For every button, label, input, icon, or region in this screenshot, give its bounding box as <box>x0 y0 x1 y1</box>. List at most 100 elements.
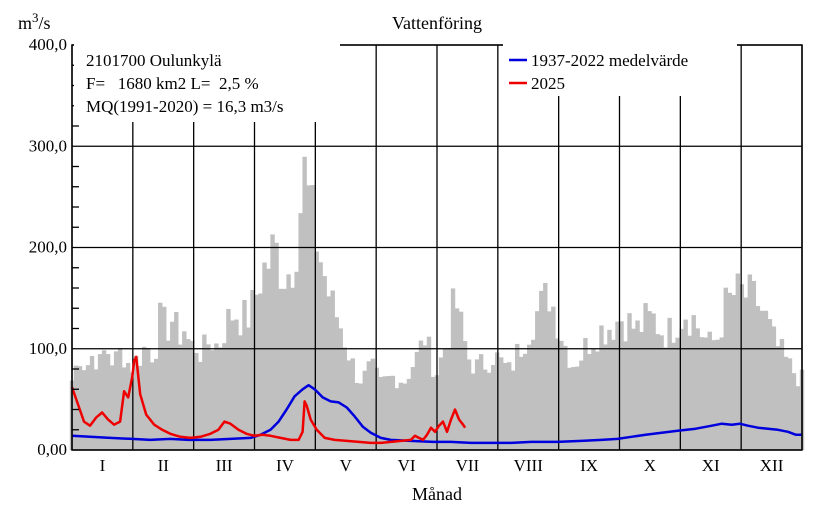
y-tick-label: 200,0 <box>29 238 67 257</box>
band-bar <box>787 358 793 450</box>
x-tick-label: VIII <box>514 456 544 475</box>
series-lines <box>70 355 802 445</box>
band-bar <box>354 382 359 450</box>
band-bar <box>474 359 480 450</box>
band-bar <box>523 353 528 450</box>
x-tick-label: III <box>216 456 233 475</box>
band-bar <box>150 362 155 450</box>
band-bar <box>667 317 672 450</box>
band-bar <box>133 355 139 450</box>
band-bar <box>113 351 119 450</box>
station-info-line-2: F= 1680 km2 L= 2,5 % <box>86 74 259 93</box>
band-bar <box>238 335 243 450</box>
band-bar <box>559 340 564 450</box>
station-info-background <box>74 44 340 122</box>
band-bar <box>270 234 275 450</box>
band-bar <box>129 372 135 450</box>
x-tick-label: IX <box>580 456 598 475</box>
band-bar <box>486 372 492 450</box>
band-bar <box>691 315 696 450</box>
band-bar <box>607 329 612 450</box>
band-bar <box>494 352 500 450</box>
band-bar <box>366 361 372 450</box>
x-tick-label: I <box>100 456 106 475</box>
band-bar <box>531 339 536 450</box>
band-bar <box>547 311 552 450</box>
band-bar <box>671 342 676 450</box>
band-bar <box>382 376 388 450</box>
band-bar <box>679 328 684 450</box>
band-bar <box>466 359 472 450</box>
band-bar <box>278 288 283 450</box>
band-bar <box>583 338 588 450</box>
band-bar <box>647 311 652 450</box>
band-bar <box>482 369 488 450</box>
band-bar <box>591 349 596 450</box>
station-info-line-3: MQ(1991-2020) = 16,3 m3/s <box>86 97 284 116</box>
plot-frame <box>71 44 803 451</box>
band-bar <box>342 347 347 450</box>
band-bar <box>615 321 620 450</box>
band-bar <box>715 339 720 450</box>
band-bar <box>158 302 163 450</box>
band-bar <box>346 360 351 450</box>
band-bar <box>162 306 167 450</box>
band-bar <box>683 319 688 450</box>
band-bar <box>362 370 368 450</box>
band-bar <box>338 328 343 450</box>
x-tick-label: VII <box>456 456 480 475</box>
band-bar <box>330 290 335 450</box>
band-bar <box>350 358 355 450</box>
band-bar <box>775 346 781 450</box>
band-bar <box>314 251 319 450</box>
band-bar <box>611 339 616 450</box>
band-bar <box>414 351 420 450</box>
band-bar <box>206 344 211 450</box>
band-bar <box>643 303 648 450</box>
band-bar <box>406 378 412 450</box>
band-bar <box>89 355 95 450</box>
band-bar <box>567 367 572 450</box>
band-bar <box>386 376 392 450</box>
band-bar <box>783 356 789 450</box>
band-bar <box>170 321 175 450</box>
band-bar <box>422 345 428 450</box>
band-bar <box>506 362 512 450</box>
band-bar <box>121 367 127 450</box>
band-bar <box>334 317 339 450</box>
band-bar <box>795 386 801 450</box>
band-bar <box>250 289 255 450</box>
band-bar <box>571 367 576 450</box>
band-bar <box>498 357 504 450</box>
band-bar <box>727 292 733 450</box>
band-bar <box>663 347 668 450</box>
band-bar <box>575 366 580 450</box>
band-bar <box>651 313 656 450</box>
band-bar <box>326 296 331 450</box>
y-tick-label: 0,00 <box>37 440 67 459</box>
y-tick-label: 300,0 <box>29 136 67 155</box>
x-tick-label: V <box>340 456 353 475</box>
band-bar <box>214 343 219 450</box>
station-info-box: 2101700 Oulunkylä F= 1680 km2 L= 2,5 % M… <box>74 44 340 122</box>
band-bar <box>306 185 311 450</box>
band-bar <box>731 295 737 450</box>
band-bar <box>470 373 476 450</box>
band-bar <box>154 358 159 450</box>
band-bar <box>603 344 608 450</box>
band-bar <box>446 348 452 450</box>
band-bar <box>262 262 267 450</box>
band-bar <box>418 340 424 450</box>
x-tick-label: VI <box>398 456 416 475</box>
band-bar <box>101 350 107 450</box>
band-bar <box>707 331 712 450</box>
band-bar <box>194 352 199 450</box>
band-bar <box>587 354 592 450</box>
band-bar <box>563 345 568 450</box>
band-bar <box>73 365 79 450</box>
band-bar <box>791 373 797 450</box>
band-bar <box>699 337 704 450</box>
band-bar <box>137 365 143 450</box>
band-bar <box>551 306 556 450</box>
